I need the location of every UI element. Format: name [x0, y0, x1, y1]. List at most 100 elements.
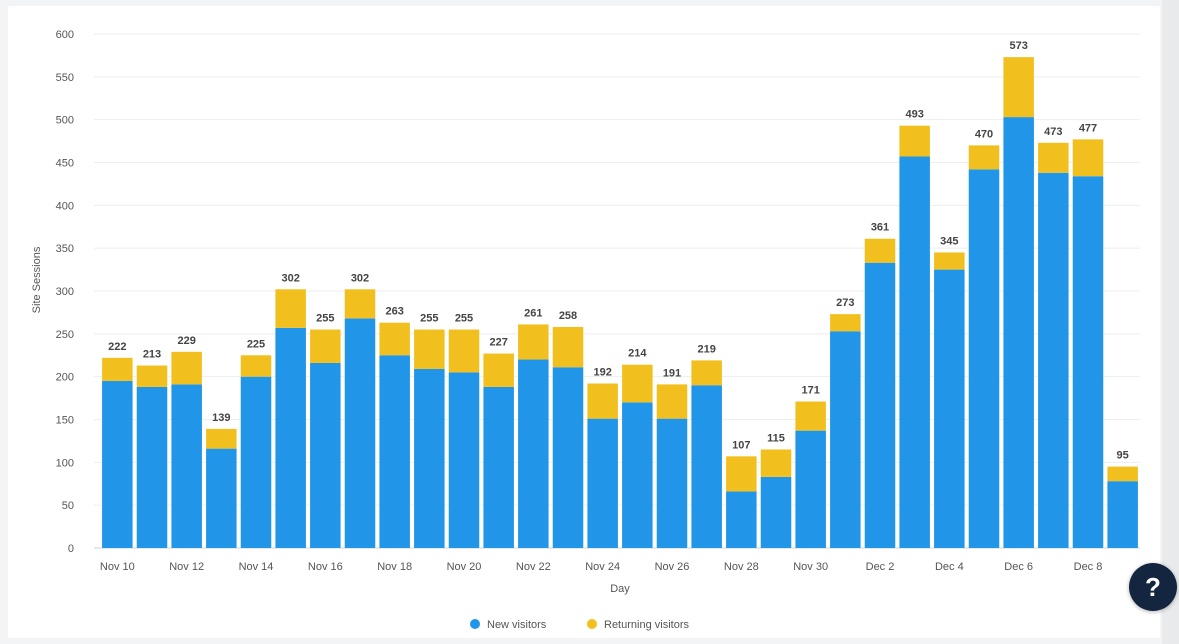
- bar-new-visitors[interactable]: [136, 386, 168, 548]
- bar-total-label: 255: [316, 313, 334, 325]
- bar-returning-visitors[interactable]: [656, 384, 688, 419]
- bar-new-visitors[interactable]: [310, 362, 341, 548]
- bar-total-label: 302: [281, 272, 299, 284]
- bar-total-label: 302: [351, 272, 369, 284]
- bar-returning-visitors[interactable]: [344, 289, 376, 319]
- bar-returning-visitors[interactable]: [864, 238, 896, 263]
- bar-new-visitors[interactable]: [622, 402, 653, 548]
- bar-returning-visitors[interactable]: [310, 329, 341, 363]
- bar-returning-visitors[interactable]: [414, 329, 445, 369]
- bar-new-visitors[interactable]: [275, 327, 306, 548]
- bar-returning-visitors[interactable]: [968, 145, 1000, 170]
- bar-total-label: 255: [420, 313, 438, 325]
- bar-new-visitors[interactable]: [379, 355, 410, 548]
- bar-returning-visitors[interactable]: [1107, 466, 1138, 482]
- bar-returning-visitors[interactable]: [899, 125, 930, 157]
- bar-total-label: 192: [593, 367, 611, 379]
- bar-new-visitors[interactable]: [726, 491, 757, 548]
- bar-total-label: 213: [143, 349, 161, 361]
- bar-new-visitors[interactable]: [1107, 481, 1138, 548]
- x-tick-label: Dec 8: [1074, 561, 1103, 573]
- bar-total-label: 493: [905, 109, 923, 121]
- bar-total-label: 229: [177, 335, 195, 347]
- bar-returning-visitors[interactable]: [934, 252, 965, 270]
- bar-returning-visitors[interactable]: [206, 428, 237, 449]
- bar-total-label: 263: [385, 306, 403, 318]
- bar-new-visitors[interactable]: [414, 368, 445, 548]
- bar-total-label: 255: [455, 313, 473, 325]
- bar-returning-visitors[interactable]: [483, 353, 514, 387]
- bar-returning-visitors[interactable]: [171, 351, 202, 385]
- bar-total-label: 115: [767, 432, 785, 444]
- bar-new-visitors[interactable]: [1003, 117, 1034, 548]
- y-tick-label: 300: [56, 286, 74, 298]
- bar-returning-visitors[interactable]: [760, 449, 792, 477]
- legend-item-new-visitors[interactable]: New visitors: [470, 619, 547, 631]
- x-axis-title: Day: [610, 583, 630, 595]
- bar-returning-visitors[interactable]: [726, 456, 757, 492]
- bar-new-visitors[interactable]: [587, 418, 618, 548]
- bar-new-visitors[interactable]: [760, 476, 792, 548]
- x-tick-label: Nov 30: [793, 561, 828, 573]
- bar-new-visitors[interactable]: [656, 418, 688, 548]
- bar-returning-visitors[interactable]: [518, 324, 549, 360]
- bar-returning-visitors[interactable]: [552, 326, 584, 368]
- bar-returning-visitors[interactable]: [1003, 57, 1034, 118]
- bar-total-label: 573: [1009, 40, 1027, 52]
- x-tick-label: Nov 22: [516, 561, 551, 573]
- bar-returning-visitors[interactable]: [830, 314, 861, 332]
- bar-returning-visitors[interactable]: [622, 364, 653, 403]
- x-tick-label: Nov 16: [308, 561, 343, 573]
- legend-label-returning-visitors: Returning visitors: [604, 619, 689, 631]
- bar-total-label: 222: [108, 341, 126, 353]
- bar-new-visitors[interactable]: [552, 367, 584, 548]
- x-tick-label: Nov 26: [655, 561, 690, 573]
- bar-new-visitors[interactable]: [795, 430, 826, 548]
- bar-returning-visitors[interactable]: [102, 357, 133, 381]
- bar-new-visitors[interactable]: [344, 318, 376, 548]
- bar-new-visitors[interactable]: [448, 372, 480, 548]
- y-tick-label: 550: [56, 72, 74, 84]
- bar-returning-visitors[interactable]: [1038, 142, 1069, 173]
- bar-total-label: 470: [975, 128, 993, 140]
- bar-total-label: 473: [1044, 126, 1062, 138]
- bar-total-label: 345: [940, 235, 958, 247]
- bar-total-label: 273: [836, 297, 854, 309]
- bar-new-visitors[interactable]: [1072, 176, 1104, 548]
- x-tick-label: Nov 20: [447, 561, 482, 573]
- bar-total-label: 171: [801, 385, 819, 397]
- bar-total-label: 261: [524, 307, 542, 319]
- bar-new-visitors[interactable]: [830, 331, 861, 548]
- bar-returning-visitors[interactable]: [136, 365, 168, 387]
- x-tick-label: Nov 14: [239, 561, 274, 573]
- bar-returning-visitors[interactable]: [275, 289, 306, 328]
- y-tick-label: 0: [68, 543, 74, 555]
- bar-total-label: 214: [628, 348, 647, 360]
- y-tick-label: 150: [56, 415, 74, 427]
- bar-new-visitors[interactable]: [171, 384, 202, 548]
- bar-returning-visitors[interactable]: [691, 360, 722, 386]
- x-tick-label: Dec 6: [1004, 561, 1033, 573]
- bar-returning-visitors[interactable]: [795, 401, 826, 431]
- bar-returning-visitors[interactable]: [587, 383, 618, 419]
- legend-swatch-returning-visitors: [587, 619, 597, 629]
- bar-returning-visitors[interactable]: [1072, 139, 1104, 177]
- bar-new-visitors[interactable]: [483, 386, 514, 548]
- legend-item-returning-visitors[interactable]: Returning visitors: [587, 619, 689, 631]
- bar-new-visitors[interactable]: [240, 376, 272, 548]
- bar-returning-visitors[interactable]: [448, 329, 480, 373]
- bar-new-visitors[interactable]: [102, 380, 133, 548]
- bar-returning-visitors[interactable]: [379, 322, 410, 356]
- bar-new-visitors[interactable]: [691, 385, 722, 548]
- bar-new-visitors[interactable]: [206, 448, 237, 548]
- help-button[interactable]: ?: [1129, 563, 1177, 611]
- bar-new-visitors[interactable]: [864, 262, 896, 548]
- scrollbar-track[interactable]: [1162, 0, 1179, 644]
- bar-new-visitors[interactable]: [934, 269, 965, 548]
- bar-returning-visitors[interactable]: [240, 355, 272, 377]
- bar-new-visitors[interactable]: [899, 156, 930, 548]
- bar-new-visitors[interactable]: [518, 359, 549, 548]
- bar-new-visitors[interactable]: [968, 169, 1000, 548]
- x-tick-label: Nov 10: [100, 561, 135, 573]
- bar-new-visitors[interactable]: [1038, 172, 1069, 548]
